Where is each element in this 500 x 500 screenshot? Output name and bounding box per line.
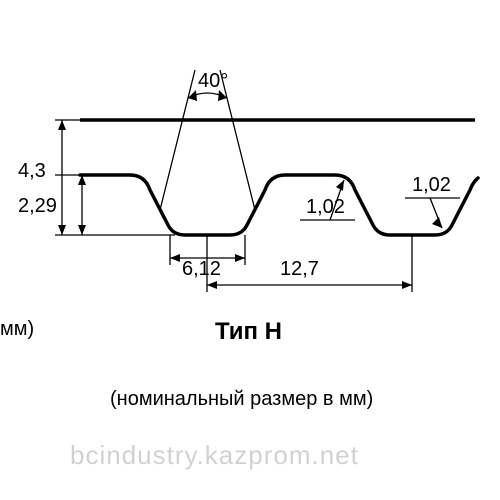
- diagram-subtitle: (номинальный размер в мм): [110, 388, 373, 411]
- diagram-canvas: 40° 4,3 2,29 6,12 12,7 1,02 1,02 мм) Тип…: [0, 0, 500, 500]
- dim-tooth-height: 2,29: [18, 195, 57, 218]
- left-dimensions: [55, 120, 175, 235]
- diagram-title: Тип H: [215, 318, 282, 346]
- left-fragment: мм): [0, 318, 34, 341]
- dim-tooth-width: 6,12: [182, 258, 221, 281]
- dim-height-total: 4,3: [18, 160, 46, 183]
- dim-pitch: 12,7: [280, 258, 319, 281]
- dim-radius2: 1,02: [412, 174, 451, 197]
- dim-radius1: 1,02: [306, 196, 345, 219]
- angle-label: 40°: [198, 70, 228, 93]
- profile-svg: [0, 0, 500, 500]
